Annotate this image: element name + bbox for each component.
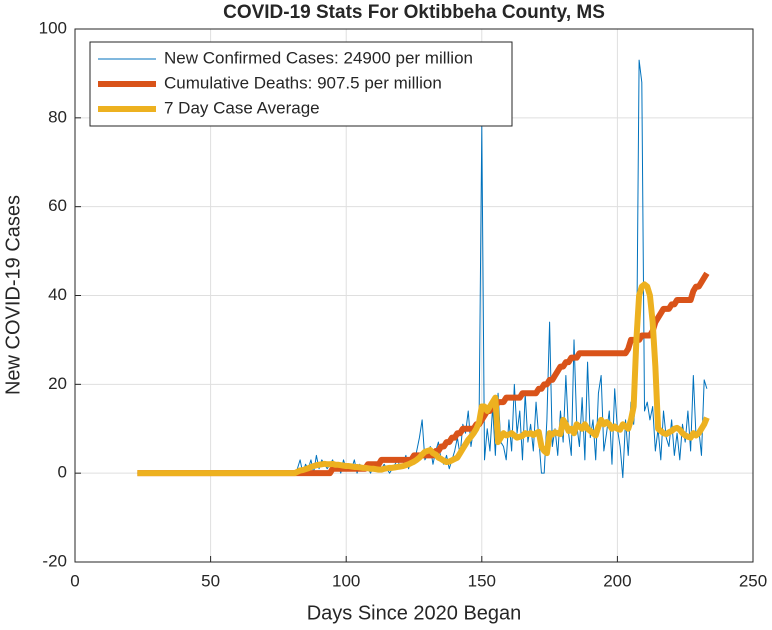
x-tick-label: 0 [70,571,79,590]
x-axis-label: Days Since 2020 Began [307,602,522,624]
x-tick-label: 50 [201,571,220,590]
y-tick-label: 60 [48,196,67,215]
y-tick-label: 80 [48,107,67,126]
y-tick-label: -20 [42,551,67,570]
chart-title: COVID-19 Stats For Oktibbeha County, MS [223,2,605,23]
x-tick-label: 250 [739,571,767,590]
legend-box [89,41,513,127]
y-tick-label: 0 [58,463,67,482]
x-tick-label: 200 [603,571,631,590]
y-tick-label: 40 [48,285,67,304]
x-tick-label: 150 [468,571,496,590]
axes-box [74,28,754,563]
legend-label: New Confirmed Cases: 24900 per million [164,48,473,67]
series-line [137,281,710,477]
x-tick-label: 100 [332,571,360,590]
legend-label: 7 Day Case Average [164,98,320,117]
y-tick-label: 20 [48,374,67,393]
legend-label: Cumulative Deaths: 907.5 per million [164,73,442,92]
legend: New Confirmed Cases: 24900 per million Cu… [89,41,513,127]
plot-lines [137,59,710,479]
y-axis-label: New COVID-19 Cases [2,195,24,395]
y-tick-label: 100 [39,18,67,37]
